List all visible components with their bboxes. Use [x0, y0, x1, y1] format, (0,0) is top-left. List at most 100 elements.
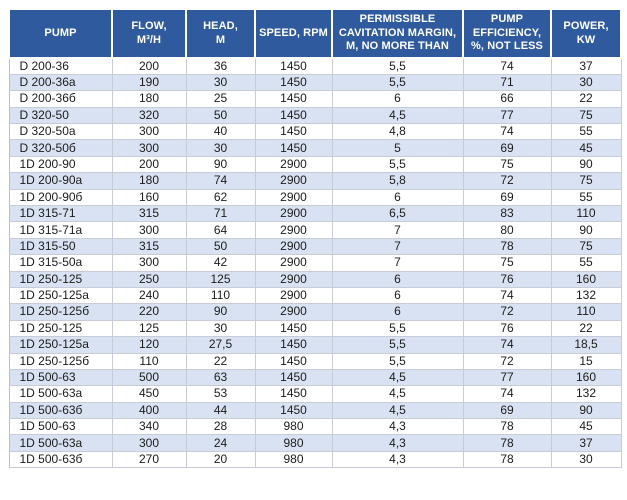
value-cell-efficiency: 74 [463, 287, 552, 305]
value-cell-power: 160 [551, 369, 622, 387]
value-cell-power: 75 [551, 107, 622, 125]
value-cell-speed: 2900 [255, 205, 333, 223]
pump-name-cell: 1D 500-63a [9, 385, 113, 403]
value-cell-efficiency: 77 [463, 369, 552, 387]
value-cell-power: 160 [551, 271, 622, 288]
value-cell-head: 30 [186, 139, 256, 157]
value-cell-power: 75 [551, 238, 622, 256]
value-cell-head: 62 [186, 189, 256, 207]
value-cell-cavitation-margin: 6 [332, 287, 464, 305]
value-cell-power: 55 [551, 123, 622, 141]
table-row: D 200-36a 190 30 1450 5,5 71 30 [9, 74, 622, 92]
value-cell-head: 42 [186, 254, 256, 272]
value-cell-flow: 500 [112, 369, 187, 387]
value-cell-speed: 980 [255, 418, 333, 436]
table-row: 1D 315-71 315 71 2900 6,5 83 110 [9, 205, 622, 223]
table-row: 1D 500-63б 400 44 1450 4,5 69 90 [9, 402, 622, 420]
value-cell-flow: 110 [112, 353, 187, 370]
value-cell-power: 110 [551, 303, 622, 321]
value-cell-flow: 125 [112, 320, 187, 338]
value-cell-speed: 1450 [255, 385, 333, 403]
value-cell-power: 110 [551, 205, 622, 223]
value-cell-speed: 2900 [255, 221, 333, 239]
value-cell-cavitation-margin: 6 [332, 90, 464, 108]
value-cell-cavitation-margin: 7 [332, 238, 464, 256]
value-cell-speed: 1450 [255, 107, 333, 125]
value-cell-speed: 2900 [255, 156, 333, 174]
value-cell-cavitation-margin: 7 [332, 221, 464, 239]
value-cell-head: 64 [186, 221, 256, 239]
value-cell-power: 55 [551, 189, 622, 207]
value-cell-head: 74 [186, 172, 256, 190]
value-cell-efficiency: 76 [463, 320, 552, 338]
value-cell-speed: 2900 [255, 271, 333, 288]
value-cell-head: 36 [186, 58, 256, 75]
value-cell-power: 22 [551, 90, 622, 108]
value-cell-power: 90 [551, 221, 622, 239]
value-cell-cavitation-margin: 4,3 [332, 418, 464, 436]
table-row: 1D 250-125 125 30 1450 5,5 76 22 [9, 320, 622, 338]
table-row: 1D 500-63a 300 24 980 4,3 78 37 [9, 434, 622, 452]
value-cell-head: 50 [186, 238, 256, 256]
value-cell-cavitation-margin: 6,5 [332, 205, 464, 223]
table-header: PUMP FLOW, M³/H HEAD, M SPEED, RPM PERMISSIB… [8, 8, 622, 59]
value-cell-flow: 180 [112, 172, 187, 190]
pump-name-cell: D 320-50 [9, 107, 113, 125]
value-cell-speed: 2900 [255, 254, 333, 272]
value-cell-cavitation-margin: 7 [332, 254, 464, 272]
table-row: 1D 315-50 315 50 2900 7 78 75 [9, 238, 622, 256]
table-row: 1D 200-90a 180 74 2900 5,8 72 75 [9, 172, 622, 190]
value-cell-cavitation-margin: 6 [332, 303, 464, 321]
value-cell-efficiency: 78 [463, 418, 552, 436]
value-cell-power: 37 [551, 58, 622, 75]
pump-name-cell: D 320-50a [9, 123, 113, 141]
pump-name-cell: 1D 500-63 [9, 369, 113, 387]
value-cell-efficiency: 75 [463, 156, 552, 174]
value-cell-cavitation-margin: 5,5 [332, 74, 464, 92]
value-cell-efficiency: 75 [463, 254, 552, 272]
value-cell-cavitation-margin: 4,3 [332, 434, 464, 452]
table-row: D 320-50б 300 30 1450 5 69 45 [9, 139, 622, 157]
value-cell-flow: 240 [112, 287, 187, 305]
value-cell-flow: 400 [112, 402, 187, 420]
value-cell-flow: 120 [112, 336, 187, 354]
pump-name-cell: 1D 250-125 [9, 271, 113, 288]
value-cell-efficiency: 78 [463, 434, 552, 452]
value-cell-speed: 980 [255, 434, 333, 452]
table-row: 1D 250-125б 110 22 1450 5,5 72 15 [9, 353, 622, 370]
value-cell-head: 30 [186, 74, 256, 92]
value-cell-flow: 300 [112, 221, 187, 239]
value-cell-power: 132 [551, 287, 622, 305]
value-cell-power: 30 [551, 74, 622, 92]
table-row: 1D 250-125б 220 90 2900 6 72 110 [9, 303, 622, 321]
value-cell-head: 53 [186, 385, 256, 403]
value-cell-cavitation-margin: 5,5 [332, 156, 464, 174]
pump-name-cell: 1D 250-125б [9, 353, 113, 370]
value-cell-flow: 270 [112, 451, 187, 469]
value-cell-cavitation-margin: 5 [332, 139, 464, 157]
column-header-pump: PUMP [8, 8, 113, 59]
pump-name-cell: D 320-50б [9, 139, 113, 157]
table-row: D 320-50a 300 40 1450 4,8 74 55 [9, 123, 622, 141]
value-cell-flow: 180 [112, 90, 187, 108]
value-cell-power: 37 [551, 434, 622, 452]
pump-name-cell: 1D 250-125б [9, 303, 113, 321]
value-cell-cavitation-margin: 6 [332, 271, 464, 288]
value-cell-head: 125 [186, 271, 256, 288]
table-row: 1D 500-63a 450 53 1450 4,5 74 132 [9, 385, 622, 403]
table-body: D 200-36 200 36 1450 5,5 74 37 D 200-36a 190 30 14… [9, 58, 622, 469]
value-cell-efficiency: 69 [463, 139, 552, 157]
pump-name-cell: 1D 250-125a [9, 336, 113, 354]
value-cell-cavitation-margin: 4,3 [332, 451, 464, 469]
table-row: 1D 250-125a 240 110 2900 6 74 132 [9, 287, 622, 305]
value-cell-power: 45 [551, 418, 622, 436]
table-row: D 320-50 320 50 1450 4,5 77 75 [9, 107, 622, 125]
table-row: 1D 315-50a 300 42 2900 7 75 55 [9, 254, 622, 272]
value-cell-speed: 2900 [255, 172, 333, 190]
value-cell-speed: 1450 [255, 353, 333, 370]
table-row: 1D 250-125a 120 27,5 1450 5,5 74 18,5 [9, 336, 622, 354]
pump-name-cell: D 200-36б [9, 90, 113, 108]
value-cell-efficiency: 78 [463, 238, 552, 256]
table-row: 1D 200-90б 160 62 2900 6 69 55 [9, 189, 622, 207]
value-cell-power: 15 [551, 353, 622, 370]
